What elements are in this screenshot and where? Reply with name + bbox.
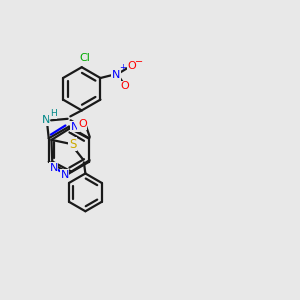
Text: N: N [71,122,80,132]
Text: H: H [50,109,57,118]
Text: O: O [128,61,136,71]
Text: +: + [119,63,126,72]
Text: N: N [41,115,50,125]
Text: N: N [61,169,69,180]
Text: N: N [112,70,120,80]
Text: O: O [120,81,129,92]
Text: −: − [135,57,143,67]
Text: O: O [78,119,87,129]
Text: Cl: Cl [79,53,90,63]
Text: N: N [50,163,58,173]
Text: S: S [69,138,76,151]
